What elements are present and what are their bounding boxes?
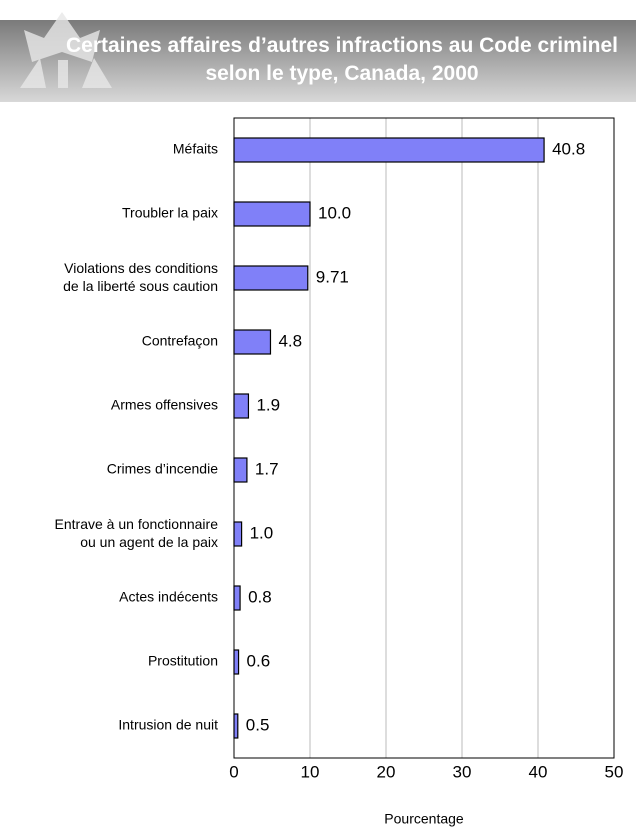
bar <box>233 649 240 675</box>
x-tick-label: 0 <box>229 762 238 781</box>
logo <box>20 12 112 88</box>
y-tick-label: Prostitution <box>148 653 218 669</box>
bar <box>233 265 309 291</box>
bar <box>233 329 272 355</box>
y-tick-label: Méfaits <box>173 141 218 157</box>
header-banner <box>0 20 636 102</box>
bar <box>233 393 250 419</box>
x-tick-label: 10 <box>301 762 320 781</box>
value-label: 1.7 <box>255 459 279 478</box>
x-axis-label: Pourcentage <box>384 811 464 827</box>
value-label: 0.5 <box>246 715 270 734</box>
y-tick-label: Crimes d’incendie <box>107 461 218 477</box>
value-label: 0.8 <box>248 587 272 606</box>
value-label: 4.8 <box>278 331 302 350</box>
value-label: 1.0 <box>250 523 274 542</box>
y-tick-label: Violations des conditions de la liberté s… <box>63 260 218 294</box>
y-tick-label: Contrefaçon <box>142 333 218 349</box>
y-tick-label: Entrave à un fonctionnaire ou un agent de… <box>55 516 219 550</box>
bar <box>233 137 545 163</box>
value-label: 0.6 <box>247 651 271 670</box>
x-tick-label: 30 <box>453 762 472 781</box>
value-label: 9.71 <box>316 267 349 286</box>
bar <box>233 457 248 483</box>
bar <box>233 201 311 227</box>
y-tick-label: Actes indécents <box>119 589 218 605</box>
value-label: 1.9 <box>256 395 280 414</box>
chart-title: Certaines affaires d’autres infractions … <box>66 34 618 85</box>
x-tick-label: 20 <box>377 762 396 781</box>
plot-frame <box>233 117 615 759</box>
value-label: 10.0 <box>318 203 351 222</box>
x-tick-label: 50 <box>605 762 624 781</box>
bar <box>233 521 243 547</box>
bar <box>233 585 241 611</box>
x-tick-label: 40 <box>529 762 548 781</box>
value-label: 40.8 <box>552 139 585 158</box>
y-tick-label: Troubler la paix <box>122 205 218 221</box>
y-tick-label: Armes offensives <box>111 397 218 413</box>
bar <box>233 713 239 739</box>
y-tick-label: Intrusion de nuit <box>118 717 218 733</box>
